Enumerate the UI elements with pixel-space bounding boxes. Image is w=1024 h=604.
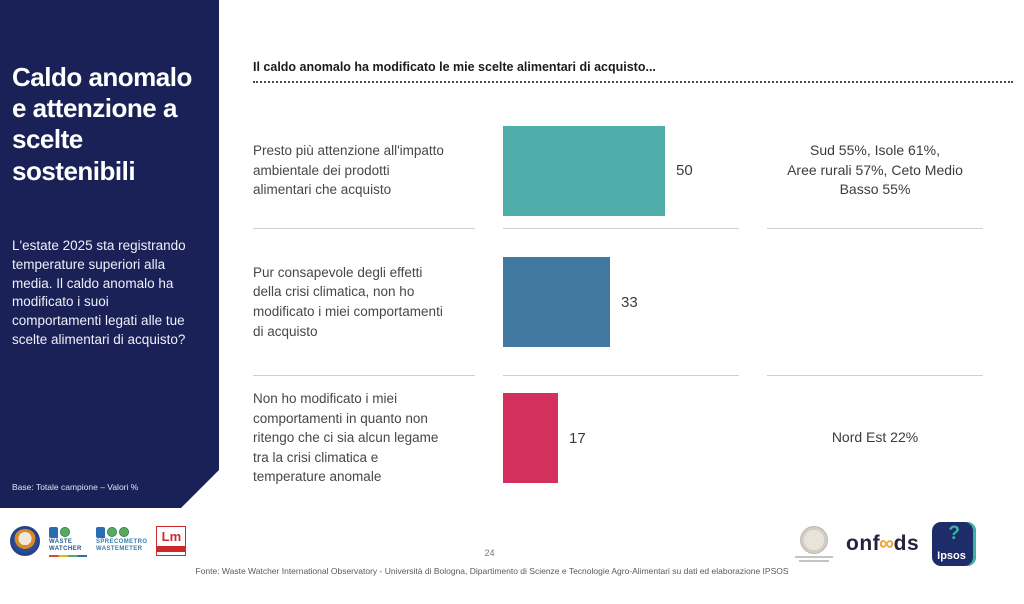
sprecometro-wordmark: SPRECOMETRO WASTEMETER	[96, 539, 148, 552]
bar-cell: 50	[503, 113, 739, 229]
chart-area: Il caldo anomalo ha modificato le mie sc…	[253, 60, 1013, 500]
seal-caption-line	[799, 560, 829, 562]
last-minute-market-logo: Lm	[156, 526, 187, 556]
onfoods-logo: onf ∞ ds	[846, 532, 919, 556]
page-number: 24	[484, 548, 495, 558]
chart-row: Pur consapevole degli effetti della cris…	[253, 229, 1013, 376]
waste-watcher-wordmark: WASTE WATCHER	[49, 539, 82, 552]
bar	[503, 393, 558, 483]
row-annotation	[767, 229, 983, 376]
ipsos-logo: ? Ipsos	[932, 522, 977, 566]
base-note: Base: Totale campione – Valori %	[12, 482, 139, 492]
bar-cell: 33	[503, 229, 739, 376]
bar-cell: 17	[503, 376, 739, 500]
ipsos-wordmark: Ipsos	[937, 550, 966, 562]
infinity-icon: ∞	[879, 532, 895, 555]
footer-logos-left: WASTE WATCHER SPRECOMETRO WASTEMETER Lm	[10, 526, 187, 557]
bar-chart: Presto più attenzione all'impatto ambien…	[253, 113, 1013, 500]
bar	[503, 125, 665, 216]
bar-value: 33	[621, 293, 638, 311]
row-annotation: Nord Est 22%	[831, 429, 919, 446]
waste-watcher-logo: WASTE WATCHER	[49, 526, 87, 557]
lm-band	[157, 546, 186, 552]
chart-title: Il caldo anomalo ha modificato le mie sc…	[253, 60, 1013, 83]
globe-icon	[107, 527, 117, 537]
bar-value: 50	[676, 162, 693, 179]
sprecometro-icon	[96, 526, 129, 538]
row-label: Non ho modificato i miei comportamenti i…	[253, 391, 439, 485]
source-note: Fonte: Waste Watcher International Obser…	[195, 566, 789, 576]
chart-row: Non ho modificato i miei comportamenti i…	[253, 376, 1013, 500]
logo-color-bar	[49, 554, 87, 557]
bar	[503, 257, 610, 347]
row-annotation: Sud 55%, Isole 61%, Aree rurali 57%, Cet…	[767, 113, 983, 229]
logo-glyph-icon	[96, 526, 105, 538]
slide-description: L'estate 2025 sta registrando temperatur…	[12, 237, 186, 348]
sidebar: Caldo anomalo e attenzione a scelte sost…	[0, 0, 219, 508]
lm-wordmark: Lm	[161, 529, 182, 544]
slide-title: Caldo anomalo e attenzione a scelte sost…	[12, 62, 192, 186]
university-seal-logo	[795, 526, 833, 562]
sprecometro-wastemeter-logo: SPRECOMETRO WASTEMETER	[96, 526, 147, 553]
seal-icon	[800, 526, 828, 554]
logo-glyph-icon	[49, 526, 58, 538]
chart-row: Presto più attenzione all'impatto ambien…	[253, 113, 1013, 229]
waste-watcher-icon	[49, 526, 70, 538]
globe-icon	[119, 527, 129, 537]
bar-value: 17	[569, 429, 586, 447]
waste-watcher-international-seal-logo	[10, 526, 40, 556]
onfoods-wordmark-right: ds	[893, 532, 920, 555]
footer-logos-right: onf ∞ ds ? Ipsos	[795, 522, 977, 566]
question-mark-icon: ?	[948, 523, 960, 544]
onfoods-wordmark-left: onf	[846, 532, 881, 555]
globe-icon	[60, 527, 70, 537]
seal-caption-line	[795, 556, 833, 558]
row-label: Pur consapevole degli effetti della cris…	[253, 229, 475, 376]
row-label: Presto più attenzione all'impatto ambien…	[253, 113, 475, 229]
